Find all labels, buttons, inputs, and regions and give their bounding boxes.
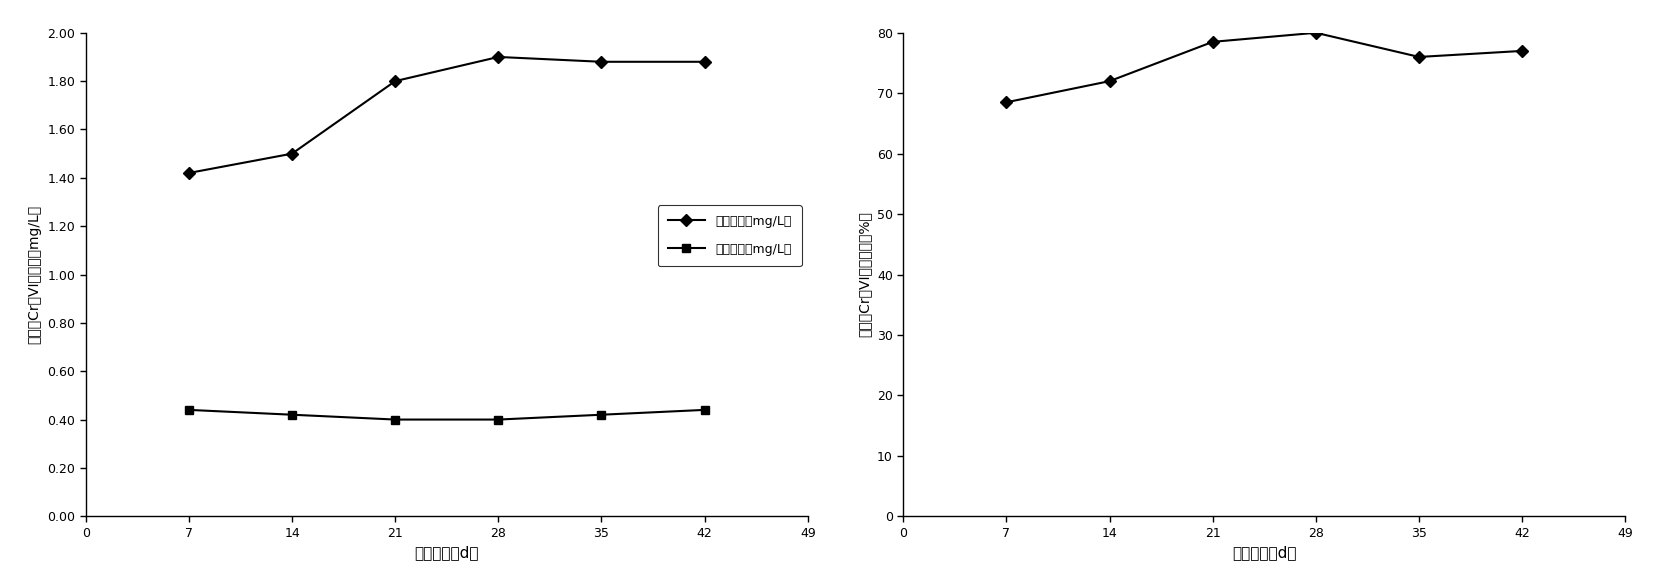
Y-axis label: 废水中Cr（VI）去除率（%）: 废水中Cr（VI）去除率（%） [857, 212, 872, 338]
出水浓度（mg/L） [488, 416, 508, 423]
X-axis label: 处理时间（d）: 处理时间（d） [415, 545, 478, 560]
出水浓度（mg/L） [385, 416, 405, 423]
进水浓度（mg/L） [591, 58, 611, 65]
出水浓度（mg/L） [591, 411, 611, 418]
Y-axis label: 废水中Cr（VI）浓度（mg/L）: 废水中Cr（VI）浓度（mg/L） [28, 205, 42, 344]
出水浓度（mg/L） [694, 406, 714, 413]
X-axis label: 处理时间（d）: 处理时间（d） [1232, 545, 1297, 560]
Line: 出水浓度（mg/L）: 出水浓度（mg/L） [184, 406, 709, 424]
进水浓度（mg/L） [385, 78, 405, 85]
Legend: 进水浓度（mg/L）, 出水浓度（mg/L）: 进水浓度（mg/L）, 出水浓度（mg/L） [658, 205, 802, 266]
进水浓度（mg/L） [488, 54, 508, 61]
出水浓度（mg/L） [282, 411, 302, 418]
进水浓度（mg/L） [282, 150, 302, 157]
进水浓度（mg/L） [694, 58, 714, 65]
进水浓度（mg/L） [179, 169, 199, 176]
出水浓度（mg/L） [179, 406, 199, 413]
Line: 进水浓度（mg/L）: 进水浓度（mg/L） [184, 53, 709, 177]
